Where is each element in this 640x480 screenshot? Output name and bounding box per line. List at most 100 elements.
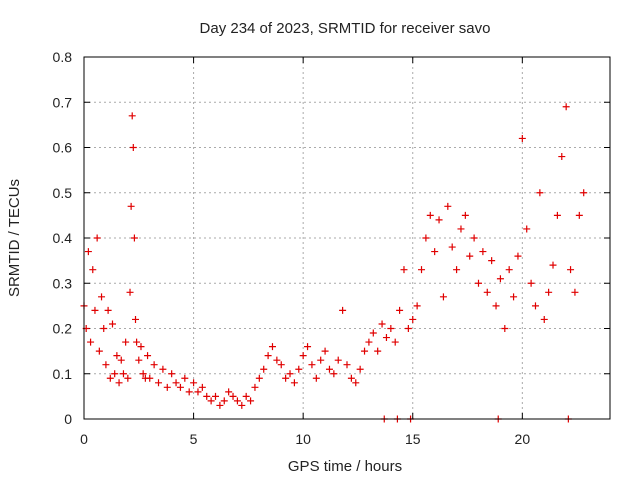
data-point xyxy=(216,401,224,409)
data-points xyxy=(80,103,588,423)
data-point xyxy=(111,370,119,378)
data-point xyxy=(128,112,136,120)
data-point xyxy=(126,288,134,296)
data-point xyxy=(501,325,509,332)
data-point xyxy=(242,392,250,400)
data-point xyxy=(466,252,474,260)
data-point xyxy=(514,252,522,260)
data-point xyxy=(527,279,535,287)
data-point xyxy=(273,356,281,364)
data-point xyxy=(396,306,404,314)
y-tick-label: 0.6 xyxy=(53,140,73,156)
data-point xyxy=(549,261,557,269)
data-point xyxy=(290,379,298,387)
data-point xyxy=(352,379,360,387)
y-tick-label: 0.5 xyxy=(53,185,73,201)
data-point xyxy=(461,211,469,219)
data-point xyxy=(100,325,108,332)
data-point xyxy=(299,352,307,360)
data-point xyxy=(268,343,276,351)
data-point xyxy=(343,361,351,369)
x-tick-label: 5 xyxy=(190,431,198,447)
data-point xyxy=(194,388,202,396)
data-point xyxy=(106,374,114,382)
data-point xyxy=(444,202,452,210)
data-point xyxy=(510,293,518,301)
data-point xyxy=(122,338,130,346)
data-point xyxy=(580,189,588,197)
data-point xyxy=(453,266,461,274)
data-point xyxy=(387,325,395,332)
y-tick-label: 0.7 xyxy=(53,94,73,110)
data-point xyxy=(308,361,316,369)
data-point xyxy=(378,320,386,328)
data-point xyxy=(409,315,417,323)
data-point xyxy=(203,392,211,400)
x-tick-label: 20 xyxy=(515,431,531,447)
data-point xyxy=(523,225,531,233)
data-point xyxy=(233,397,241,405)
data-point xyxy=(413,302,421,310)
data-point xyxy=(475,279,482,287)
data-point xyxy=(479,248,487,256)
y-tick-label: 0.2 xyxy=(53,321,73,337)
data-point xyxy=(89,266,97,274)
data-point xyxy=(95,347,103,355)
data-point xyxy=(545,288,553,296)
data-point xyxy=(135,356,143,364)
data-point xyxy=(264,352,272,360)
data-point xyxy=(536,189,544,197)
data-point xyxy=(150,361,158,369)
data-point xyxy=(365,338,373,346)
data-point xyxy=(212,392,219,400)
data-point xyxy=(127,202,135,210)
data-point xyxy=(251,383,259,391)
data-point xyxy=(155,379,163,387)
data-point xyxy=(391,338,399,346)
data-point xyxy=(102,361,110,369)
data-point xyxy=(575,211,583,219)
x-tick-label: 10 xyxy=(295,431,311,447)
data-point xyxy=(369,329,377,337)
data-point xyxy=(356,365,364,373)
data-point xyxy=(334,356,342,364)
data-point xyxy=(361,347,369,355)
data-point xyxy=(518,134,526,142)
data-point xyxy=(567,266,575,274)
data-point xyxy=(91,306,99,314)
data-point xyxy=(571,288,579,296)
y-axis-label: SRMTID / TECUs xyxy=(6,179,23,297)
data-point xyxy=(247,397,255,405)
data-point xyxy=(540,315,548,323)
data-point xyxy=(382,334,390,342)
data-point xyxy=(435,216,443,224)
data-point xyxy=(418,266,426,274)
data-point xyxy=(198,383,206,391)
x-tick-label: 15 xyxy=(405,431,421,447)
data-point xyxy=(422,234,430,242)
data-point xyxy=(553,211,561,219)
data-point xyxy=(558,153,566,161)
data-point xyxy=(492,302,500,310)
data-point xyxy=(312,374,320,382)
data-point xyxy=(146,374,154,382)
data-point xyxy=(159,365,167,373)
data-point xyxy=(163,383,171,391)
data-point xyxy=(496,275,504,283)
data-point xyxy=(190,379,198,387)
plot-frame xyxy=(83,56,611,420)
data-point xyxy=(119,370,127,378)
data-point xyxy=(255,374,263,382)
data-point xyxy=(531,302,539,310)
data-point xyxy=(404,325,412,332)
data-point xyxy=(144,352,152,360)
data-point xyxy=(132,315,140,323)
data-point xyxy=(104,306,112,314)
data-point xyxy=(470,234,478,242)
data-point xyxy=(172,379,180,387)
y-tick-label: 0.4 xyxy=(53,230,73,246)
data-point xyxy=(181,374,189,382)
data-point xyxy=(282,374,290,382)
y-tick-label: 0.8 xyxy=(53,49,73,65)
